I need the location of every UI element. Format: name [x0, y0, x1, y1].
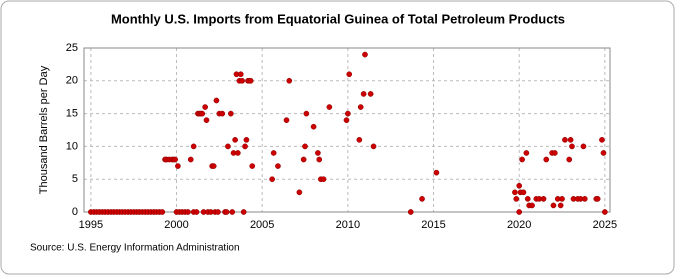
point — [269, 176, 275, 183]
point — [232, 136, 238, 143]
point — [512, 189, 518, 196]
point — [516, 182, 523, 189]
point — [219, 110, 226, 117]
x-tick-label: 2010 — [336, 219, 360, 231]
point — [225, 143, 231, 150]
point — [275, 163, 281, 169]
y-tick-label: 20 — [66, 75, 78, 87]
x-tick-label: 2020 — [507, 219, 531, 231]
x-tick-label: 1995 — [79, 219, 103, 231]
y-tick-label: 5 — [72, 173, 78, 185]
point — [215, 209, 221, 215]
point — [367, 91, 374, 97]
x-tick-label: 2000 — [164, 219, 188, 231]
point — [227, 110, 234, 117]
point — [270, 150, 277, 156]
point — [240, 209, 247, 215]
point — [523, 150, 530, 156]
point — [159, 209, 166, 215]
point — [326, 104, 333, 110]
point — [559, 196, 565, 202]
point — [203, 117, 210, 124]
x-tick-label: 2015 — [421, 219, 445, 231]
point — [303, 110, 310, 117]
point — [193, 209, 200, 215]
point — [551, 150, 558, 156]
point — [356, 136, 363, 143]
point — [550, 202, 557, 209]
point — [529, 202, 535, 209]
point — [243, 136, 250, 143]
point — [235, 150, 241, 156]
point — [249, 163, 256, 169]
point — [302, 143, 308, 150]
chart-title: Monthly U.S. Imports from Equatorial Gui… — [111, 11, 565, 26]
point — [187, 156, 194, 163]
y-tick-label: 15 — [66, 108, 78, 120]
point — [362, 51, 368, 58]
point — [599, 136, 605, 143]
point — [286, 77, 293, 84]
point — [407, 209, 414, 215]
point — [600, 150, 607, 156]
y-tick-label: 0 — [72, 206, 78, 218]
x-tick-label: 2005 — [250, 219, 274, 231]
point — [594, 196, 601, 202]
point — [202, 104, 208, 110]
point — [239, 77, 245, 84]
point — [185, 209, 191, 215]
point — [433, 169, 440, 176]
point — [190, 143, 197, 150]
point — [316, 156, 323, 163]
point — [237, 71, 244, 78]
point — [357, 104, 364, 110]
point — [320, 176, 327, 183]
point — [370, 143, 377, 150]
point — [343, 117, 350, 124]
point — [520, 189, 527, 196]
x-tick-label: 2025 — [593, 219, 617, 231]
point — [172, 156, 179, 163]
point — [346, 71, 353, 78]
point — [175, 163, 181, 169]
point — [567, 136, 574, 143]
point — [310, 123, 317, 130]
point — [247, 77, 254, 84]
point — [213, 97, 220, 104]
point — [345, 110, 351, 117]
point — [419, 196, 425, 202]
point — [569, 143, 575, 150]
point — [516, 209, 523, 215]
point — [543, 156, 550, 163]
y-tick-label: 10 — [66, 140, 78, 152]
point — [360, 91, 367, 97]
point — [566, 156, 573, 163]
point — [210, 163, 217, 169]
point — [242, 143, 248, 150]
point — [562, 136, 568, 143]
plot-border — [83, 47, 611, 213]
point — [519, 156, 525, 163]
point — [602, 209, 608, 215]
point — [524, 196, 531, 202]
point — [557, 202, 564, 209]
point — [300, 156, 307, 163]
point — [540, 196, 547, 202]
y-axis-label: Thousand Barrels per Day — [38, 65, 50, 194]
point — [199, 110, 206, 117]
source: Source: U.S. Energy Information Administ… — [30, 243, 240, 254]
point — [513, 196, 520, 202]
point — [580, 143, 587, 150]
y-tick-label: 25 — [66, 42, 78, 54]
point — [283, 117, 290, 124]
point — [229, 209, 236, 215]
point — [296, 189, 303, 196]
point — [581, 196, 588, 202]
point — [315, 150, 321, 156]
point — [223, 209, 230, 215]
